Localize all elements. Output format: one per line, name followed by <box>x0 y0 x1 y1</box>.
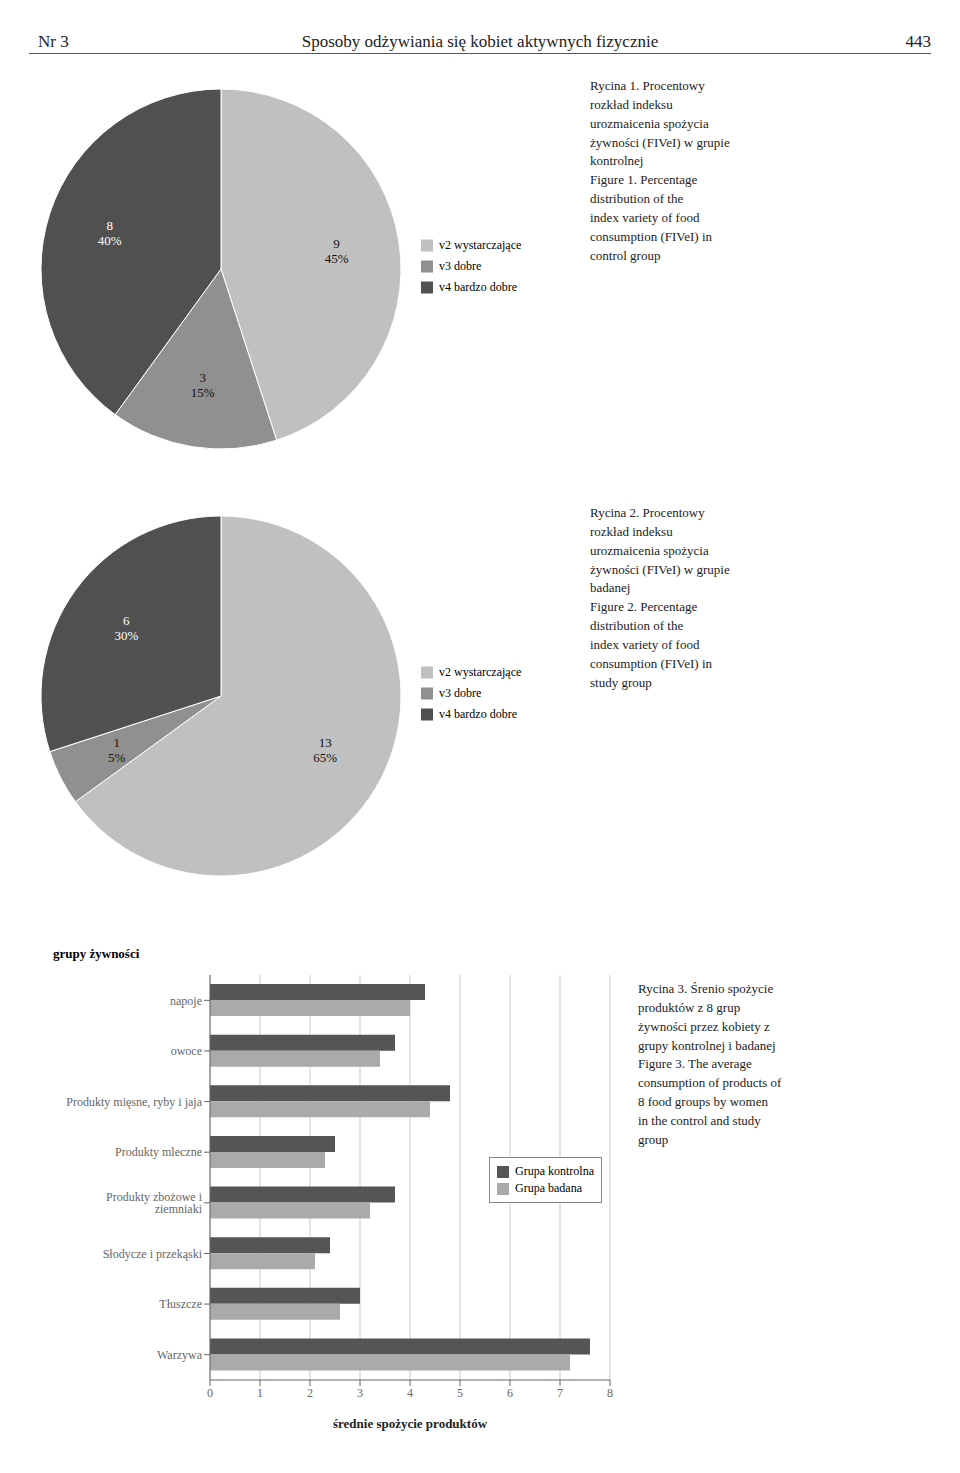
svg-text:315%: 315% <box>191 370 215 400</box>
svg-text:Tłuszcze: Tłuszcze <box>159 1297 202 1311</box>
html-text:v4 bardzo dobre: v4 bardzo dobre <box>439 706 517 721</box>
svg-text:630%: 630% <box>114 612 138 642</box>
html-text:Rycina 3. Śrenio spożycie prod: Rycina 3. Śrenio spożycie produktów z 8 … <box>638 981 782 1147</box>
html-text:Grupa kontrolna: Grupa kontrolna <box>515 1164 594 1178</box>
svg-text:napoje: napoje <box>170 994 202 1008</box>
html-text:grupy żywności: grupy żywności <box>53 946 140 961</box>
html-text:Nr 3: Nr 3 <box>38 32 69 51</box>
svg-text:4: 4 <box>407 1386 413 1400</box>
html-text:Rycina 2. Procentowy rozkład i: Rycina 2. Procentowy rozkład indeksu uro… <box>590 505 730 690</box>
svg-text:Produkty mięsne, ryby i jaja: Produkty mięsne, ryby i jaja <box>66 1095 202 1109</box>
svg-text:owoce: owoce <box>171 1044 202 1058</box>
html-text:Grupa badana: Grupa badana <box>515 1181 582 1195</box>
html-text:443: 443 <box>905 32 931 51</box>
html-text:v2 wystarczające: v2 wystarczające <box>439 237 522 252</box>
svg-text:7: 7 <box>557 1386 563 1400</box>
svg-text:1365%: 1365% <box>313 734 337 764</box>
html-text:Rycina 1. Procentowy rozkład i: Rycina 1. Procentowy rozkład indeksu uro… <box>590 78 730 263</box>
svg-text:średnie spożycie produktów: średnie spożycie produktów <box>333 1416 488 1431</box>
html-text:v2 wystarczające: v2 wystarczające <box>439 664 522 679</box>
html-text:Sposoby odżywiania się kobiet: Sposoby odżywiania się kobiet aktywnych … <box>301 32 659 51</box>
svg-text:8: 8 <box>607 1386 613 1400</box>
svg-text:1: 1 <box>257 1386 263 1400</box>
svg-text:Warzywa: Warzywa <box>157 1348 203 1362</box>
html-text:v3 dobre: v3 dobre <box>439 258 482 273</box>
svg-text:0: 0 <box>207 1386 213 1400</box>
svg-text:6: 6 <box>507 1386 513 1400</box>
svg-text:5: 5 <box>457 1386 463 1400</box>
html-text:v3 dobre: v3 dobre <box>439 685 482 700</box>
html-text:v4 bardzo dobre: v4 bardzo dobre <box>439 279 517 294</box>
svg-text:840%: 840% <box>98 218 122 248</box>
svg-text:2: 2 <box>307 1386 313 1400</box>
svg-text:945%: 945% <box>325 236 349 266</box>
svg-text:Produkty mleczne: Produkty mleczne <box>115 1145 202 1159</box>
svg-text:Produkty zbożowe iziemniaki: Produkty zbożowe iziemniaki <box>106 1190 203 1216</box>
svg-text:3: 3 <box>357 1386 363 1400</box>
svg-text:Słodycze i przekąski: Słodycze i przekąski <box>103 1247 203 1261</box>
svg-text:15%: 15% <box>108 734 126 764</box>
